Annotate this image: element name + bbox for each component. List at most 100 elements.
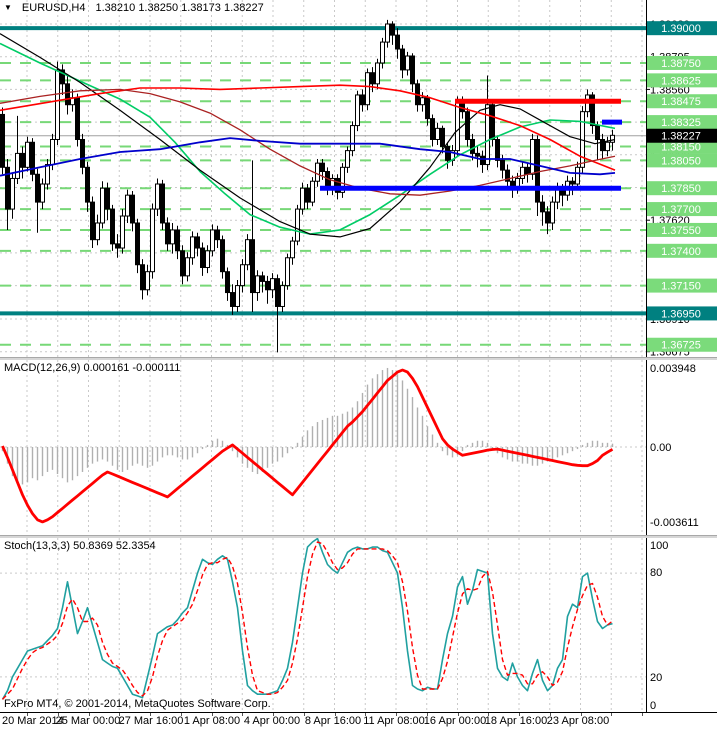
candle-body [180,250,185,277]
symbol-dropdown-icon[interactable]: ▼ [4,3,12,12]
candle-body [340,166,345,193]
stoch-d-line [1,541,613,700]
stoch-axis-label: 0 [650,700,656,712]
time-tick-mark [457,713,459,716]
green-price-badge-bg [647,337,717,352]
candle-body [595,125,600,140]
candle-body [210,229,215,252]
green-price-badge-label: 1.38625 [661,75,701,87]
time-tick-mark [119,713,121,716]
candle-body [200,247,205,269]
candle-body [5,166,10,210]
time-axis-label: 8 Apr 16:00 [304,715,362,727]
candle-body [0,113,5,168]
time-tick-mark [334,713,336,716]
teal-price-badge-bg [647,21,717,36]
time-tick-mark [88,713,90,716]
candle-body [290,240,295,259]
macd-axis-label: -0.003611 [650,517,699,529]
candle-body [535,138,540,203]
candle-body [115,243,120,249]
candle-body [605,141,610,152]
candle-body [140,264,145,291]
time-tick-mark [642,713,643,716]
candle-body [425,97,430,120]
time-axis-label: 1 Apr 08:00 [183,715,241,727]
candle-body [10,177,15,210]
candle-body [45,164,50,185]
candle-body [405,55,410,71]
stoch-axis-label: 100 [650,540,668,552]
candle-body [85,166,90,203]
green-price-badge: 1.38625 [647,73,717,88]
candle-body [105,187,110,210]
candle-body [350,125,355,152]
teal-price-badge: 1.36950 [647,306,717,321]
green-price-badge-bg [647,222,717,237]
candle-body [190,236,195,259]
candle-body [545,211,550,224]
candle-body [465,111,470,140]
candle-body [50,138,55,166]
candle-body [20,152,25,168]
time-tick-mark [488,713,490,716]
green-price-badge-label: 1.38325 [661,117,701,129]
candle-body [570,180,575,185]
green-price-badge-bg [647,243,717,258]
green-price-badge: 1.38750 [647,55,717,70]
candle-body [400,48,405,71]
stoch-k-line [1,537,613,700]
candle-body [410,55,415,85]
candle-body [420,97,425,106]
ma-blue [0,137,616,177]
candle-body [505,169,510,182]
time-tick-mark [580,713,582,716]
price-axis-tick: 1.38560 [650,84,690,96]
candle-body [185,257,190,277]
candle-body [355,94,360,127]
candle-body [240,264,245,287]
green-price-badge-bg [647,202,717,217]
candle-body [590,94,595,127]
candle-body [195,236,200,249]
candle-body [360,94,365,106]
green-price-badge-label: 1.37400 [661,246,701,258]
candle-body [135,222,140,266]
candle-body [320,162,325,172]
candle-body [480,155,485,166]
current-price-badge-label: 1.38227 [661,131,701,143]
candle-body [270,278,275,291]
green-price-badge: 1.38475 [647,94,717,109]
green-price-badge-bg [647,55,717,70]
candle-body [495,138,500,161]
green-price-badge: 1.37700 [647,202,717,217]
green-price-badge-label: 1.38150 [661,141,701,153]
candle-body [345,150,350,168]
green-price-badge: 1.37850 [647,181,717,196]
green-price-badge: 1.38150 [647,139,717,154]
candle-body [25,141,30,168]
ma-red [0,84,616,171]
candle-body [530,138,535,175]
time-tick-mark [365,713,367,716]
time-tick-mark [611,713,613,716]
green-price-badge-bg [647,139,717,154]
candle-body [100,187,105,224]
candle-body [160,183,165,224]
candle-body [205,250,210,269]
candle-body [110,208,115,245]
time-tick-mark [549,713,551,716]
candle-body [390,23,395,36]
candle-body [395,34,400,50]
candle-body [525,166,530,175]
candle-body [165,222,170,245]
teal-price-badge-bg [647,306,717,321]
chart-canvas[interactable]: 1.390301.387951.385601.383251.380901.378… [0,0,717,713]
candle-body [380,41,385,64]
time-axis-label: 16 Apr 00:00 [423,715,487,727]
macd-axis-label: 0.00 [650,442,671,454]
panel-separator-stoch[interactable] [0,535,717,538]
candle-body [80,138,85,168]
panel-separator-macd[interactable] [0,357,717,360]
ma-darkred [0,88,616,196]
